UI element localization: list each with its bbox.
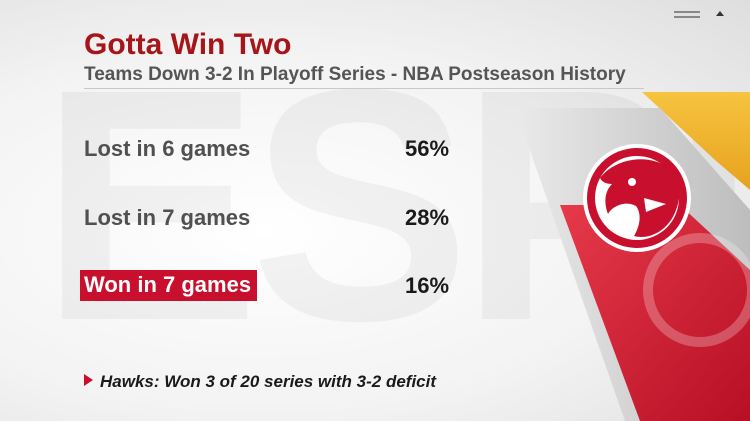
menu-line-icon — [674, 11, 700, 13]
row-label-lost-6: Lost in 6 games — [84, 136, 251, 161]
footnote-text: Hawks: Won 3 of 20 series with 3-2 defic… — [100, 372, 437, 391]
row-value-lost-6: 56% — [405, 136, 450, 161]
menu-line-icon — [674, 16, 700, 18]
menu-control[interactable] — [652, 8, 734, 22]
page-title: Gotta Win Two — [84, 28, 292, 61]
footnote: Hawks: Won 3 of 20 series with 3-2 defic… — [84, 372, 436, 392]
header-divider — [84, 88, 644, 89]
row-label-lost-7: Lost in 7 games — [84, 205, 251, 230]
hawks-logo-icon — [583, 144, 691, 252]
row-value-lost-7: 28% — [405, 205, 450, 230]
page-subtitle: Teams Down 3-2 In Playoff Series - NBA P… — [84, 64, 626, 85]
row-label-won-7: Won in 7 games — [80, 270, 258, 301]
row-value-won-7: 16% — [405, 273, 450, 298]
triangle-right-icon — [84, 374, 93, 386]
hawks-watermark-icon — [643, 233, 750, 347]
gold-stripe — [642, 92, 750, 190]
caret-up-icon — [716, 11, 724, 16]
red-panel — [560, 205, 750, 421]
